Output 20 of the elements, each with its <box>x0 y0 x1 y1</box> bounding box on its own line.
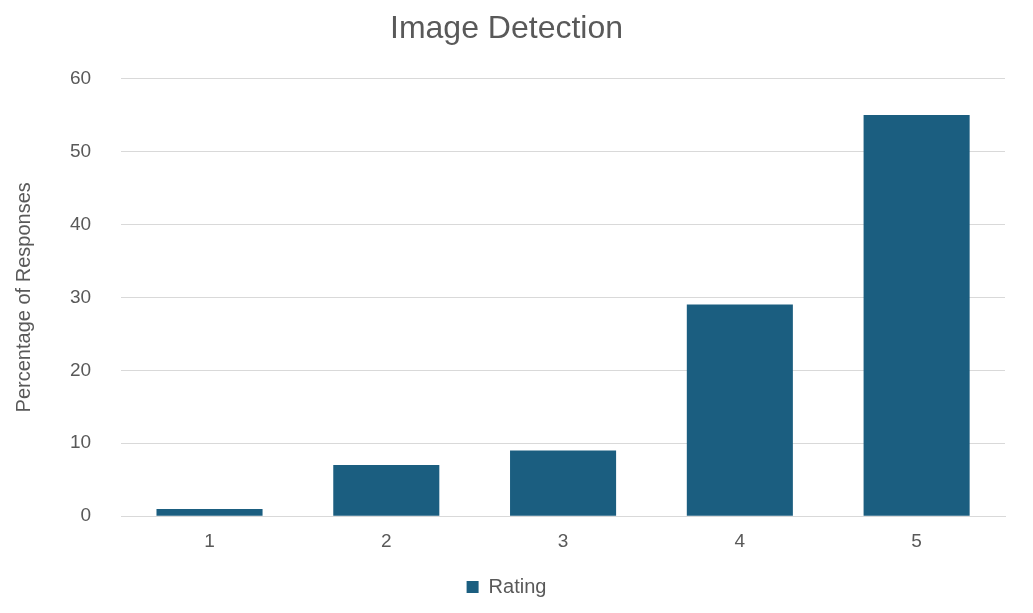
legend-label: Rating <box>488 574 547 597</box>
chart-title: Image Detection <box>389 9 624 46</box>
bar <box>686 304 793 516</box>
x-tick-label: 5 <box>911 529 922 551</box>
y-tick-label: 60 <box>69 66 92 88</box>
y-tick-label: 10 <box>69 431 92 453</box>
x-tick-label: 3 <box>557 529 569 551</box>
y-tick-label: 50 <box>69 139 92 161</box>
y-tick-label: 20 <box>69 358 92 380</box>
x-tick-label: 4 <box>734 529 746 551</box>
y-tick-label: 30 <box>69 285 92 307</box>
y-axis-title: Percentage of Responses <box>11 182 34 413</box>
y-tick-label: 40 <box>69 212 92 234</box>
bar <box>156 508 263 516</box>
x-tick-label: 2 <box>381 529 392 551</box>
bar <box>863 114 970 516</box>
x-tick-label: 1 <box>204 529 215 551</box>
y-tick-label: 0 <box>80 504 92 526</box>
bar <box>333 465 440 516</box>
bar <box>510 450 617 516</box>
